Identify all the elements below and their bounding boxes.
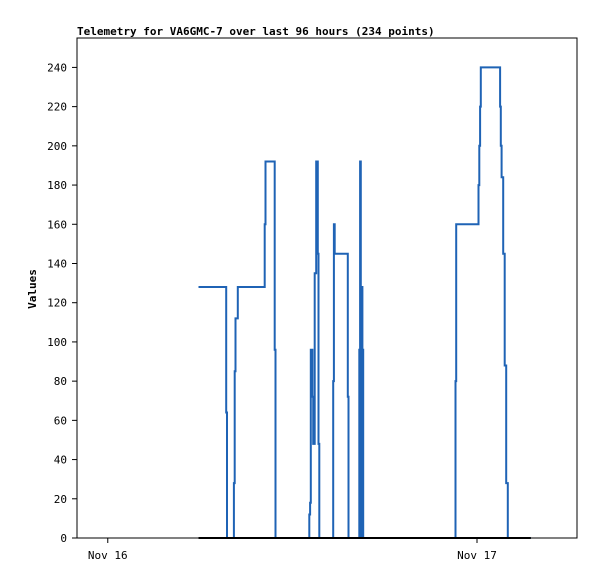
y-tick-label: 240 [47,61,67,74]
y-tick-label: 220 [47,101,67,114]
y-tick-label: 0 [60,532,67,545]
y-tick-label: 60 [54,414,67,427]
y-tick-label: 80 [54,375,67,388]
series-line [198,66,531,539]
x-tick-label: Nov 17 [457,549,497,562]
y-axis-ticks: 0 20 40 60 80 100 120 140 160 180 200 220 240 [47,61,77,545]
series-layer [198,66,531,539]
y-tick-label: 40 [54,454,67,467]
y-tick-label: 180 [47,179,67,192]
y-tick-label: 140 [47,257,67,270]
y-axis-label: Values [26,269,39,309]
y-tick-label: 120 [47,297,67,310]
y-tick-label: 100 [47,336,67,349]
y-tick-label: 20 [54,493,67,506]
chart-title: Telemetry for VA6GMC-7 over last 96 hour… [77,25,435,38]
y-tick-label: 200 [47,140,67,153]
x-tick-label: Nov 16 [88,549,128,562]
x-axis-ticks: Nov 16 Nov 17 [88,538,497,562]
y-tick-label: 160 [47,218,67,231]
